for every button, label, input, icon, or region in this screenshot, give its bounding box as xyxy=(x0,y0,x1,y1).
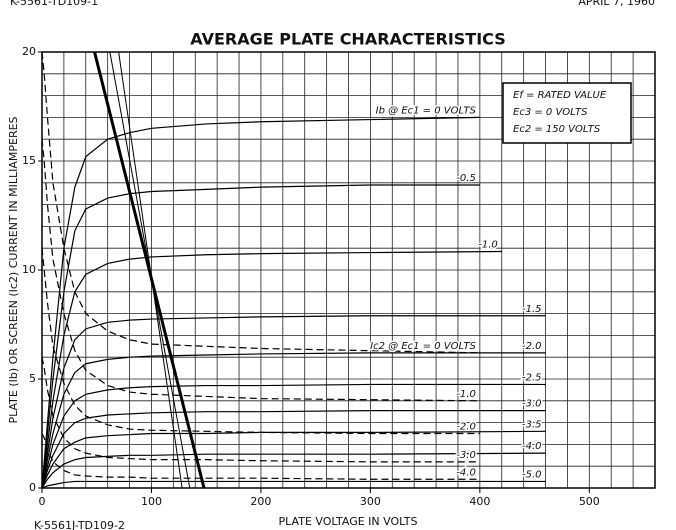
y-tick-label: 10 xyxy=(22,263,36,276)
plate-curve xyxy=(41,352,546,489)
curve-label: -1.0 xyxy=(478,239,498,250)
y-axis-label: PLATE (Ib) OR SCREEN (Ic2) CURRENT IN MI… xyxy=(7,116,20,423)
y-tick-label: 5 xyxy=(29,372,36,385)
curve-label: -2.0 xyxy=(456,422,476,433)
curve-label: Ic2 @ Ec1 = 0 VOLTS xyxy=(370,341,476,352)
curve-label: -0.5 xyxy=(456,173,476,184)
curve-label: -4.0 xyxy=(456,467,476,478)
curve-label: -1.0 xyxy=(456,389,476,400)
curve-label: -1.5 xyxy=(522,304,542,315)
curve-label: -3.0 xyxy=(522,399,542,410)
curve-label: Ib @ Ec1 = 0 VOLTS xyxy=(376,105,477,116)
screen-curve xyxy=(41,248,480,435)
x-tick-label: 300 xyxy=(360,495,381,508)
x-tick-label: 0 xyxy=(39,495,46,508)
plate-curve xyxy=(41,184,480,489)
screen-curve xyxy=(41,139,480,402)
curve-label: -2.0 xyxy=(522,341,542,352)
load-line xyxy=(109,51,191,489)
plate-curve xyxy=(41,250,502,489)
curve-label: -3.5 xyxy=(522,419,542,430)
header-left: K-5561-TD109-1 xyxy=(10,0,98,8)
plate-curve xyxy=(41,452,546,489)
plot-frame xyxy=(41,51,656,489)
plate-curve xyxy=(41,410,546,489)
screen-curve xyxy=(41,51,480,354)
x-tick-label: 200 xyxy=(250,495,271,508)
note: Ec3 = 0 VOLTS xyxy=(513,107,588,118)
note: Ef = RATED VALUE xyxy=(513,90,607,101)
load-line xyxy=(93,51,206,489)
x-tick-label: 500 xyxy=(579,495,600,508)
load-line xyxy=(118,51,183,489)
curve-label: -3.0 xyxy=(456,450,476,461)
screen-curve xyxy=(41,357,480,463)
x-tick-label: 400 xyxy=(469,495,490,508)
note-box xyxy=(502,82,632,144)
plate-curve xyxy=(41,315,546,489)
note: Ec2 = 150 VOLTS xyxy=(513,124,601,135)
y-tick-label: 15 xyxy=(22,154,36,167)
header-right: APRIL 7, 1960 xyxy=(578,0,655,8)
plate-curve xyxy=(41,116,480,489)
plate-curve xyxy=(41,480,546,489)
curve-label: -4.0 xyxy=(522,441,542,452)
screen-curve xyxy=(41,433,480,480)
chart-title: AVERAGE PLATE CHARACTERISTICS xyxy=(190,30,505,49)
curve-label: -5.0 xyxy=(522,469,542,480)
y-tick-label: 0 xyxy=(29,481,36,494)
x-axis-label: PLATE VOLTAGE IN VOLTS xyxy=(279,515,418,528)
curve-label: -2.5 xyxy=(522,372,542,383)
footer: K-5561J-TD109-2 xyxy=(34,519,125,530)
plate-curve xyxy=(41,383,546,489)
x-tick-label: 100 xyxy=(141,495,162,508)
y-tick-label: 20 xyxy=(22,45,36,58)
